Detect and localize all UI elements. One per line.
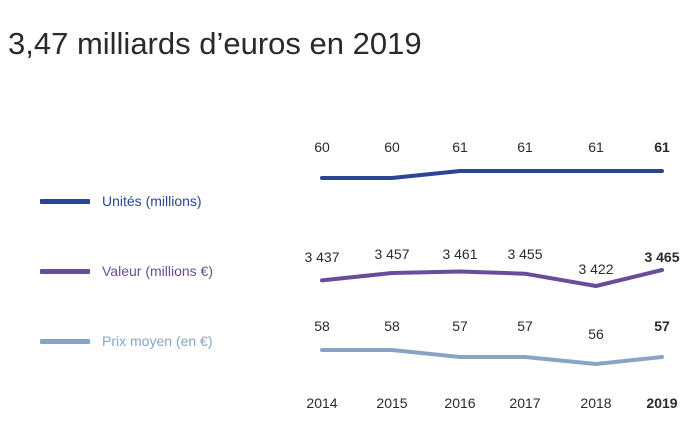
data-label-value: 3 461: [442, 246, 477, 262]
data-label-value: 3 455: [507, 246, 542, 262]
data-label-value: 3 422: [578, 261, 613, 277]
data-label-units: 60: [314, 139, 330, 155]
x-tick-label: 2014: [306, 395, 337, 411]
data-label-units: 61: [588, 139, 604, 155]
legend-label-price: Prix moyen (en €): [102, 333, 213, 349]
data-label-units: 61: [517, 139, 533, 155]
data-label-value: 3 457: [374, 246, 409, 262]
page-title: 3,47 milliards d’euros en 2019: [8, 26, 422, 61]
data-label-price: 58: [384, 318, 400, 334]
data-label-price: 57: [452, 318, 468, 334]
legend-label-value: Valeur (millions €): [102, 263, 213, 279]
data-label-units: 61: [452, 139, 468, 155]
series-line-value: [320, 268, 664, 288]
data-label-price: 58: [314, 318, 330, 334]
x-tick-label: 2018: [580, 395, 611, 411]
x-tick-label: 2016: [444, 395, 475, 411]
series-line-units: [320, 169, 664, 180]
legend-swatch-units: [40, 198, 90, 204]
legend-item-units: Unités (millions): [40, 193, 202, 209]
legend-label-units: Unités (millions): [102, 193, 202, 209]
series-line-price: [320, 348, 664, 366]
data-label-price: 56: [588, 326, 604, 342]
data-label-price: 57: [654, 318, 670, 334]
legend-item-value: Valeur (millions €): [40, 263, 213, 279]
legend-item-price: Prix moyen (en €): [40, 333, 212, 349]
data-label-value: 3 465: [644, 249, 679, 265]
data-label-price: 57: [517, 318, 533, 334]
data-label-value: 3 437: [304, 249, 339, 265]
data-label-units: 60: [384, 139, 400, 155]
data-label-units: 61: [654, 139, 670, 155]
x-tick-label: 2017: [509, 395, 540, 411]
x-tick-label: 2019: [646, 395, 677, 411]
legend-swatch-value: [40, 268, 90, 274]
legend-swatch-price: [40, 338, 90, 344]
x-tick-label: 2015: [376, 395, 407, 411]
